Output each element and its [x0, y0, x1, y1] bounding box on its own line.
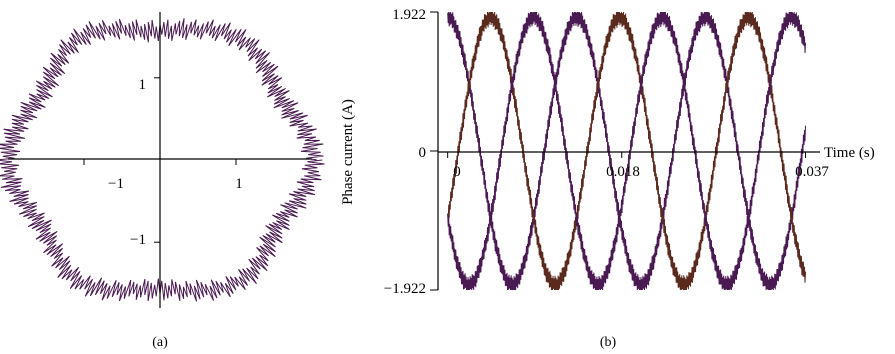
- phase-current-line-2: [447, 11, 806, 291]
- panel-a-x-tick-label-1: 1: [235, 176, 243, 192]
- panel-b-y-tick-label-max: 1.922: [392, 7, 426, 23]
- locus-curve-group: [0, 18, 325, 302]
- locus-curve: [0, 18, 325, 302]
- panel-a-y-tick-label-1: 1: [139, 77, 147, 93]
- panel-b-y-axis-title: Phase current (A): [340, 99, 356, 205]
- panel-b-x-tick-label-0037: 0.037: [795, 164, 829, 180]
- phase-current-line-3: [447, 11, 806, 291]
- panel-a-ticks: [83, 77, 237, 243]
- phase-current-line-1: [447, 11, 806, 291]
- panel-a-label: (a): [152, 335, 168, 350]
- panel-a-current-locus: −1 1 1 −1 (a): [0, 12, 325, 350]
- panel-a-x-tick-label-neg1: −1: [108, 176, 124, 192]
- panel-b-phase-currents: 1.922 0 −1.922 0 0.018 0.037 Time (s) Ph…: [340, 7, 875, 350]
- panel-b-ticks: [430, 11, 806, 291]
- panel-a-y-tick-label-neg1: −1: [130, 232, 146, 248]
- phase-current-lines: [447, 11, 806, 291]
- panel-b-y-tick-label-min: −1.922: [384, 281, 426, 297]
- panel-b-y-tick-label-zero: 0: [419, 145, 427, 161]
- panel-b-label: (b): [600, 335, 617, 350]
- panel-b-x-tick-label-0018: 0.018: [606, 164, 640, 180]
- panel-b-x-axis-title: Time (s): [824, 145, 875, 161]
- panel-b-x-tick-label-0: 0: [453, 164, 461, 180]
